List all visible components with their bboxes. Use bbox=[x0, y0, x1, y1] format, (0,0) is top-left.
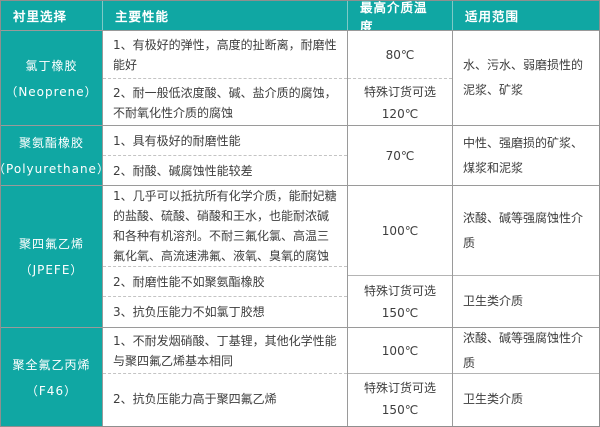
temperature-value: 特殊订货可选 120℃ bbox=[348, 78, 452, 125]
scope-value: 浓酸、碱等强腐蚀性介质 bbox=[463, 210, 584, 250]
performance-item: 2、耐酸、碱腐蚀性能较差 bbox=[103, 155, 347, 185]
scope-value: 中性、强磨损的矿浆、煤浆和泥浆 bbox=[463, 135, 584, 175]
table-row-neoprene: 氯丁橡胶 （Neoprene） 1、有极好的弹性，高度的扯断离，耐磨性能好 2、… bbox=[1, 31, 599, 126]
scope-cell: 水、污水、弱磨损性的泥浆、矿浆 bbox=[453, 31, 599, 125]
lining-cell: 氯丁橡胶 （Neoprene） bbox=[1, 31, 103, 125]
header-max-temp: 最高介质温度 bbox=[348, 1, 453, 30]
lining-cell: 聚氨酯橡胶 （Polyurethane） bbox=[1, 126, 103, 185]
lining-subname: （Neoprene） bbox=[5, 84, 98, 99]
performance-item: 2、耐一般低浓度酸、碱、盐介质的腐蚀，不耐氧化性介质的腐蚀 bbox=[103, 78, 347, 125]
temperature-cell: 100℃ 特殊订货可选 150℃ bbox=[348, 186, 453, 327]
lining-name: 聚全氟乙丙烯 bbox=[12, 357, 91, 372]
lining-cell: 聚全氟乙丙烯 （F46） bbox=[1, 328, 103, 426]
lining-subname: （JPEFE） bbox=[19, 263, 84, 277]
performance-item: 1、几乎可以抵抗所有化学介质，能耐妃糖的盐酸、硫酸、硝酸和王水，也能耐浓碱和各种… bbox=[113, 189, 337, 263]
header-lining: 衬里选择 bbox=[1, 1, 103, 30]
performance-item: 2、抗负压能力高于聚四氟乙烯 bbox=[103, 373, 347, 424]
performance-cell: 1、几乎可以抵抗所有化学介质，能耐妃糖的盐酸、硫酸、硝酸和王水，也能耐浓碱和各种… bbox=[103, 186, 348, 327]
performance-cell: 1、不耐发烟硝酸、丁基锂，其他化学性能与聚四氟乙烯基本相同 2、抗负压能力高于聚… bbox=[103, 328, 348, 426]
lining-name: 聚四氟乙烯 bbox=[18, 237, 84, 251]
performance-item: 1、有极好的弹性，高度的扯断离，耐磨性能好 bbox=[113, 37, 337, 72]
lining-name: 聚氨酯橡胶 bbox=[18, 136, 84, 150]
performance-cell: 1、有极好的弹性，高度的扯断离，耐磨性能好 2、耐一般低浓度酸、碱、盐介质的腐蚀… bbox=[103, 31, 348, 125]
table-row-ptfe: 聚四氟乙烯 （JPEFE） 1、几乎可以抵抗所有化学介质，能耐妃糖的盐酸、硫酸、… bbox=[1, 186, 599, 328]
temperature-cell: 70℃ bbox=[348, 126, 453, 185]
temperature-value: 70℃ bbox=[385, 148, 415, 163]
temperature-cell: 80℃ 特殊订货可选 120℃ bbox=[348, 31, 453, 125]
lining-subname: （F46） bbox=[25, 383, 78, 398]
scope-cell: 浓酸、碱等强腐蚀性介质 卫生类介质 bbox=[453, 186, 599, 327]
lining-name: 氯丁橡胶 bbox=[25, 58, 78, 73]
table-row-fep: 聚全氟乙丙烯 （F46） 1、不耐发烟硝酸、丁基锂，其他化学性能与聚四氟乙烯基本… bbox=[1, 328, 599, 426]
performance-cell: 1、具有极好的耐磨性能 2、耐酸、碱腐蚀性能较差 bbox=[103, 126, 348, 185]
temperature-value: 特殊订货可选 150℃ bbox=[348, 373, 452, 424]
header-performance: 主要性能 bbox=[103, 1, 348, 30]
scope-value: 卫生类介质 bbox=[453, 275, 599, 327]
table-header-row: 衬里选择 主要性能 最高介质温度 适用范围 bbox=[1, 1, 599, 31]
scope-cell: 中性、强磨损的矿浆、煤浆和泥浆 bbox=[453, 126, 599, 185]
performance-item: 1、不耐发烟硝酸、丁基锂，其他化学性能与聚四氟乙烯基本相同 bbox=[113, 333, 337, 368]
lining-subname: （Polyurethane） bbox=[1, 162, 102, 176]
lining-cell: 聚四氟乙烯 （JPEFE） bbox=[1, 186, 103, 327]
performance-item: 2、耐磨性能不如聚氨酯橡胶 bbox=[103, 266, 347, 296]
scope-value: 水、污水、弱磨损性的泥浆、矿浆 bbox=[463, 58, 584, 97]
table-row-polyurethane: 聚氨酯橡胶 （Polyurethane） 1、具有极好的耐磨性能 2、耐酸、碱腐… bbox=[1, 126, 599, 186]
temperature-value: 80℃ bbox=[385, 47, 415, 62]
scope-value: 卫生类介质 bbox=[453, 373, 599, 424]
performance-item: 3、抗负压能力不如氯丁胶想 bbox=[103, 296, 347, 327]
temperature-value: 100℃ bbox=[381, 223, 419, 238]
temperature-value: 特殊订货可选 150℃ bbox=[348, 275, 452, 327]
header-scope: 适用范围 bbox=[453, 1, 599, 30]
scope-cell: 浓酸、碱等强腐蚀性介质 卫生类介质 bbox=[453, 328, 599, 426]
performance-item: 1、具有极好的耐磨性能 bbox=[113, 133, 241, 148]
scope-value: 浓酸、碱等强腐蚀性介质 bbox=[463, 330, 584, 370]
temperature-cell: 100℃ 特殊订货可选 150℃ bbox=[348, 328, 453, 426]
temperature-value: 100℃ bbox=[381, 343, 419, 358]
